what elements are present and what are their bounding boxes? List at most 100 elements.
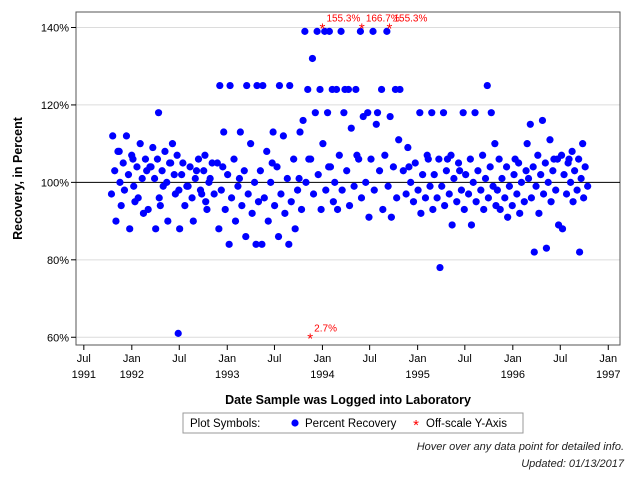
data-point[interactable] (370, 186, 378, 194)
data-point[interactable] (309, 190, 318, 198)
data-point[interactable] (186, 163, 194, 171)
data-point[interactable] (154, 109, 163, 117)
data-point[interactable] (208, 159, 216, 167)
data-point[interactable] (375, 167, 384, 175)
data-point[interactable] (291, 225, 299, 233)
data-point[interactable] (156, 202, 164, 210)
data-point[interactable] (333, 205, 342, 214)
data-point[interactable] (111, 167, 119, 175)
data-point[interactable] (429, 205, 437, 214)
data-point[interactable] (443, 155, 452, 163)
data-point[interactable] (319, 140, 327, 148)
data-point[interactable] (159, 182, 167, 190)
data-point[interactable] (530, 248, 538, 256)
data-point[interactable] (547, 198, 555, 206)
data-point[interactable] (541, 159, 549, 167)
data-point[interactable] (210, 190, 218, 198)
data-point[interactable] (381, 151, 389, 159)
data-point[interactable] (466, 155, 474, 163)
data-point[interactable] (253, 81, 261, 90)
data-point[interactable] (134, 194, 142, 202)
data-point[interactable] (566, 178, 575, 186)
data-point[interactable] (149, 143, 157, 152)
data-point[interactable] (511, 155, 519, 163)
data-point[interactable] (314, 171, 322, 179)
data-point[interactable] (321, 27, 329, 35)
data-point[interactable] (316, 85, 324, 94)
data-point[interactable] (409, 198, 418, 206)
data-point[interactable] (311, 109, 319, 117)
data-point[interactable] (225, 240, 233, 248)
data-point[interactable] (216, 81, 224, 90)
data-point[interactable] (487, 109, 495, 117)
data-point[interactable] (115, 147, 123, 155)
data-point[interactable] (192, 167, 201, 175)
data-point[interactable] (353, 151, 361, 159)
data-point[interactable] (508, 202, 516, 210)
data-point[interactable] (107, 190, 116, 198)
data-point[interactable] (168, 140, 177, 148)
data-point[interactable] (426, 182, 434, 190)
data-point[interactable] (293, 186, 302, 194)
data-point[interactable] (504, 213, 512, 221)
data-point[interactable] (164, 217, 172, 225)
data-point[interactable] (234, 182, 242, 190)
data-point[interactable] (534, 151, 542, 159)
data-point[interactable] (435, 155, 443, 163)
data-point[interactable] (575, 155, 583, 163)
data-point[interactable] (538, 116, 547, 125)
data-point[interactable] (383, 27, 391, 35)
data-point[interactable] (513, 190, 521, 198)
data-point[interactable] (198, 190, 206, 198)
data-point[interactable] (170, 171, 178, 179)
data-point[interactable] (550, 155, 558, 163)
data-point[interactable] (283, 174, 291, 183)
data-point[interactable] (481, 174, 490, 183)
data-point[interactable] (549, 167, 557, 175)
data-point[interactable] (329, 198, 337, 206)
data-points[interactable] (107, 27, 592, 337)
data-point[interactable] (411, 159, 419, 167)
data-point[interactable] (124, 171, 133, 179)
data-point[interactable] (323, 109, 332, 117)
data-point[interactable] (516, 209, 524, 217)
data-point[interactable] (580, 194, 588, 202)
data-point[interactable] (240, 167, 248, 175)
data-point[interactable] (274, 232, 283, 241)
data-point[interactable] (191, 174, 199, 183)
data-point[interactable] (387, 213, 395, 221)
data-point[interactable] (347, 124, 355, 132)
data-point[interactable] (467, 221, 476, 229)
data-point[interactable] (273, 163, 281, 171)
data-point[interactable] (552, 186, 560, 194)
data-point[interactable] (505, 182, 514, 190)
data-point[interactable] (235, 174, 244, 183)
data-point[interactable] (244, 190, 252, 198)
data-point[interactable] (226, 81, 234, 90)
data-point[interactable] (364, 109, 372, 117)
data-point[interactable] (501, 194, 509, 202)
data-point[interactable] (267, 178, 275, 186)
data-point[interactable] (178, 171, 186, 179)
data-point[interactable] (350, 182, 358, 190)
data-point[interactable] (340, 109, 348, 117)
data-point[interactable] (486, 163, 494, 171)
data-point[interactable] (236, 128, 244, 136)
data-point[interactable] (575, 248, 584, 256)
data-point[interactable] (201, 151, 209, 159)
off-scale-markers[interactable]: *2.7%*155.3%*166.7%*155.3% (307, 13, 427, 347)
data-point[interactable] (343, 167, 351, 175)
data-point[interactable] (301, 27, 309, 35)
data-point[interactable] (517, 178, 526, 186)
data-point[interactable] (367, 155, 375, 163)
data-point[interactable] (263, 147, 271, 155)
off-scale-marker[interactable]: * (387, 20, 393, 37)
data-point[interactable] (471, 109, 479, 117)
data-point[interactable] (454, 159, 463, 167)
data-point[interactable] (377, 85, 386, 94)
data-point[interactable] (527, 194, 536, 202)
data-point[interactable] (295, 174, 303, 183)
data-point[interactable] (138, 174, 146, 183)
data-point[interactable] (357, 194, 366, 202)
data-point[interactable] (424, 155, 432, 163)
